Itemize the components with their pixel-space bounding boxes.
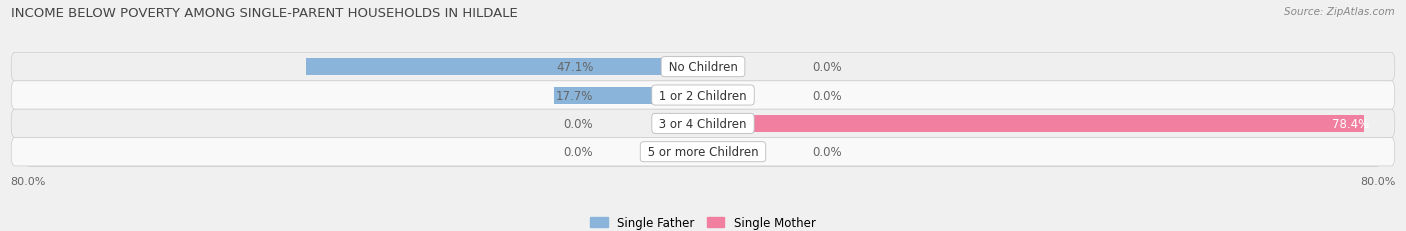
- Bar: [678, 115, 703, 132]
- Text: 47.1%: 47.1%: [555, 61, 593, 74]
- Text: 78.4%: 78.4%: [1333, 117, 1369, 130]
- Text: 0.0%: 0.0%: [564, 146, 593, 158]
- Text: 0.0%: 0.0%: [813, 61, 842, 74]
- Text: 5 or more Children: 5 or more Children: [644, 146, 762, 158]
- FancyBboxPatch shape: [11, 82, 1395, 110]
- FancyBboxPatch shape: [11, 138, 1395, 166]
- Bar: [703, 144, 728, 161]
- Bar: [678, 144, 703, 161]
- Text: 3 or 4 Children: 3 or 4 Children: [655, 117, 751, 130]
- Text: 17.7%: 17.7%: [555, 89, 593, 102]
- Bar: [703, 115, 1364, 132]
- FancyBboxPatch shape: [11, 110, 1395, 138]
- Text: Source: ZipAtlas.com: Source: ZipAtlas.com: [1284, 7, 1395, 17]
- FancyBboxPatch shape: [11, 53, 1395, 82]
- Text: 1 or 2 Children: 1 or 2 Children: [655, 89, 751, 102]
- Text: 0.0%: 0.0%: [564, 117, 593, 130]
- Bar: [703, 87, 728, 104]
- Bar: [305, 59, 703, 76]
- Text: INCOME BELOW POVERTY AMONG SINGLE-PARENT HOUSEHOLDS IN HILDALE: INCOME BELOW POVERTY AMONG SINGLE-PARENT…: [11, 7, 517, 20]
- Text: 0.0%: 0.0%: [813, 89, 842, 102]
- Bar: [703, 59, 728, 76]
- Text: No Children: No Children: [665, 61, 741, 74]
- Bar: [554, 87, 703, 104]
- Legend: Single Father, Single Mother: Single Father, Single Mother: [585, 211, 821, 231]
- Text: 0.0%: 0.0%: [813, 146, 842, 158]
